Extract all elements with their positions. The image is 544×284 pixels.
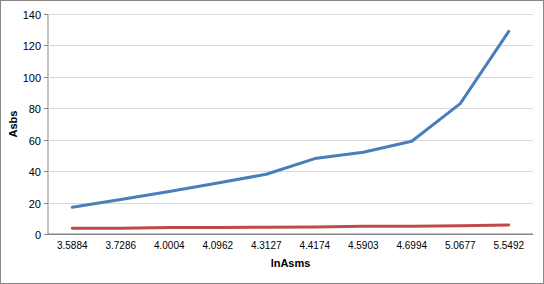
y-tick-label: 80	[29, 103, 41, 115]
plot-area	[72, 31, 509, 228]
x-tick-label: 4.4174	[299, 240, 330, 251]
series-line	[72, 31, 509, 207]
y-tick-label: 40	[29, 166, 41, 178]
x-tick-label: 3.5884	[57, 240, 88, 251]
chart-border	[1, 1, 544, 284]
x-tick-label: 4.0962	[202, 240, 233, 251]
x-tick-label: 4.3127	[251, 240, 282, 251]
y-axis-title: Asbs	[7, 111, 19, 138]
y-tick-label: 120	[23, 40, 41, 52]
y-tick	[44, 14, 48, 15]
y-tick-label: 140	[23, 9, 41, 21]
y-axis-line	[48, 14, 49, 234]
y-tick-label: 0	[35, 229, 41, 241]
grid-line	[48, 45, 533, 46]
y-tick	[44, 203, 48, 204]
y-tick	[44, 140, 48, 141]
y-tick	[44, 77, 48, 78]
x-tick-label: 5.0677	[445, 240, 476, 251]
y-tick-label: 60	[29, 135, 41, 147]
y-tick	[44, 171, 48, 172]
grid-line	[48, 203, 533, 204]
chart-container: 0 20 40 60 80 100 120 140 3.5884 3.7286 4.0004 4.09…	[0, 0, 544, 284]
x-tick-label: 4.0004	[154, 240, 185, 251]
grid-line	[48, 171, 533, 172]
grid-line	[48, 77, 533, 78]
grid-line	[48, 234, 533, 235]
x-tick-label: 4.6994	[396, 240, 427, 251]
y-tick	[44, 108, 48, 109]
grid-line	[48, 108, 533, 109]
x-tick-label: 3.7286	[105, 240, 136, 251]
series-line	[72, 225, 509, 228]
x-axis-title: lnAsms	[271, 257, 311, 269]
y-tick-label: 20	[29, 198, 41, 210]
grid-line	[48, 140, 533, 141]
y-tick	[44, 234, 48, 235]
x-tick-label: 5.5492	[493, 240, 524, 251]
y-tick	[44, 45, 48, 46]
x-tick-label: 4.5903	[348, 240, 379, 251]
chart-svg: 0 20 40 60 80 100 120 140 3.5884 3.7286 4.0004 4.09…	[0, 0, 544, 284]
y-tick-label: 100	[23, 72, 41, 84]
grid-line	[48, 14, 533, 15]
x-axis-line	[48, 234, 533, 235]
